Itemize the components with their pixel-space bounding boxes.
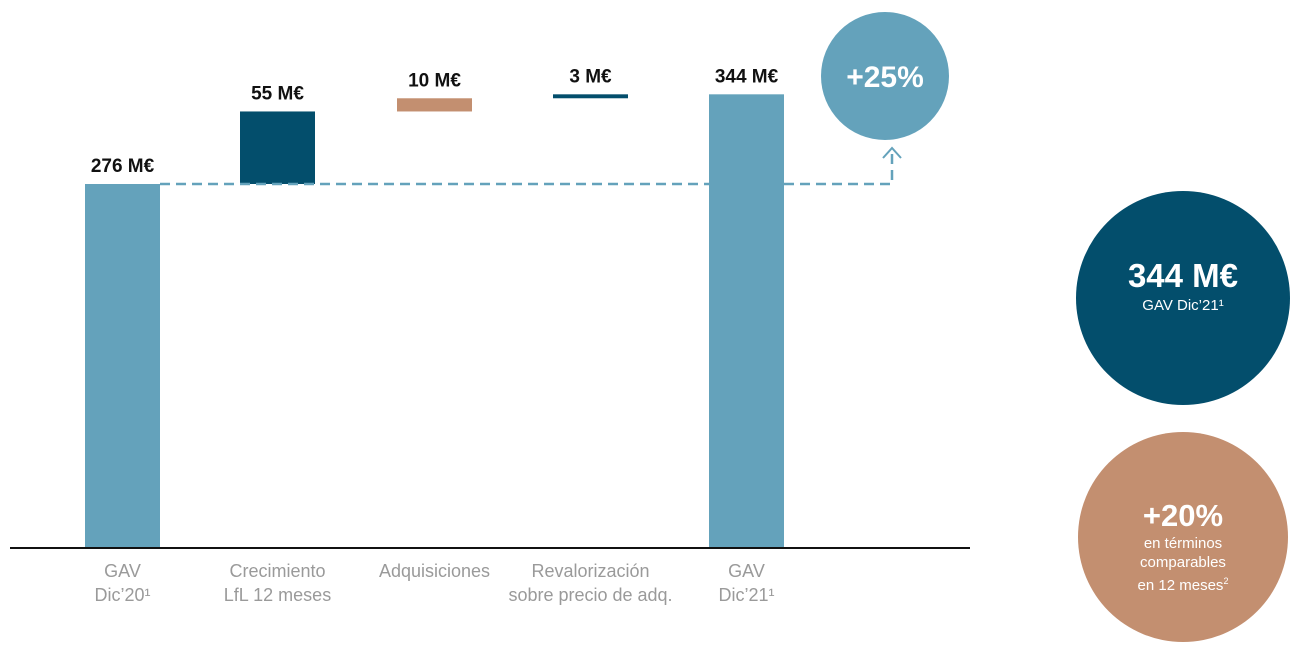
lfl-callout: +20% en términos comparables en 12 meses…: [1078, 432, 1288, 642]
category-label-3-1: sobre precio de adq.: [508, 585, 672, 605]
category-label-1-0: Crecimiento: [229, 561, 325, 581]
gav-callout-value: 344 M€: [1127, 257, 1239, 294]
bar-3: [553, 94, 628, 99]
lfl-callout-line3: en 12 meses: [1137, 577, 1224, 594]
gav-callout-text: GAV Dic’21¹: [1142, 297, 1224, 314]
bar-0: [85, 184, 160, 548]
lfl-callout-value: +20%: [1142, 498, 1224, 533]
gav-callout: 344 M€ GAV Dic’21¹: [1076, 191, 1290, 405]
bar-4: [709, 94, 784, 548]
lfl-callout-footnote: 2: [1223, 576, 1229, 586]
waterfall-chart: +25% 276 M€ GAV Dic’20¹ 55 M€ Crecimiento LfL…: [10, 12, 970, 605]
category-label-4-1: Dic’21¹: [718, 585, 774, 605]
value-label-4: 344 M€: [715, 66, 779, 87]
change-label: +25%: [846, 61, 924, 94]
change-dashed-arrow: [160, 151, 894, 186]
category-label-3-0: Revalorización: [531, 561, 649, 581]
category-label-2-0: Adquisiciones: [379, 561, 490, 581]
category-label-4-0: GAV: [728, 561, 765, 581]
change-circle: [821, 12, 949, 140]
value-label-0: 276 M€: [91, 156, 155, 177]
category-label-1-1: LfL 12 meses: [224, 585, 331, 605]
value-label-2: 10 M€: [408, 70, 461, 91]
arrow-head-icon: [882, 146, 902, 159]
category-label-0-0: GAV: [104, 561, 141, 581]
lfl-callout-line1: en términos: [1143, 535, 1223, 552]
category-label-0-1: Dic’20¹: [94, 585, 150, 605]
value-label-3: 3 M€: [569, 66, 612, 87]
bar-1: [240, 111, 315, 184]
bar-2: [397, 98, 472, 112]
lfl-callout-line2: comparables: [1140, 554, 1226, 571]
value-label-1: 55 M€: [251, 83, 304, 104]
